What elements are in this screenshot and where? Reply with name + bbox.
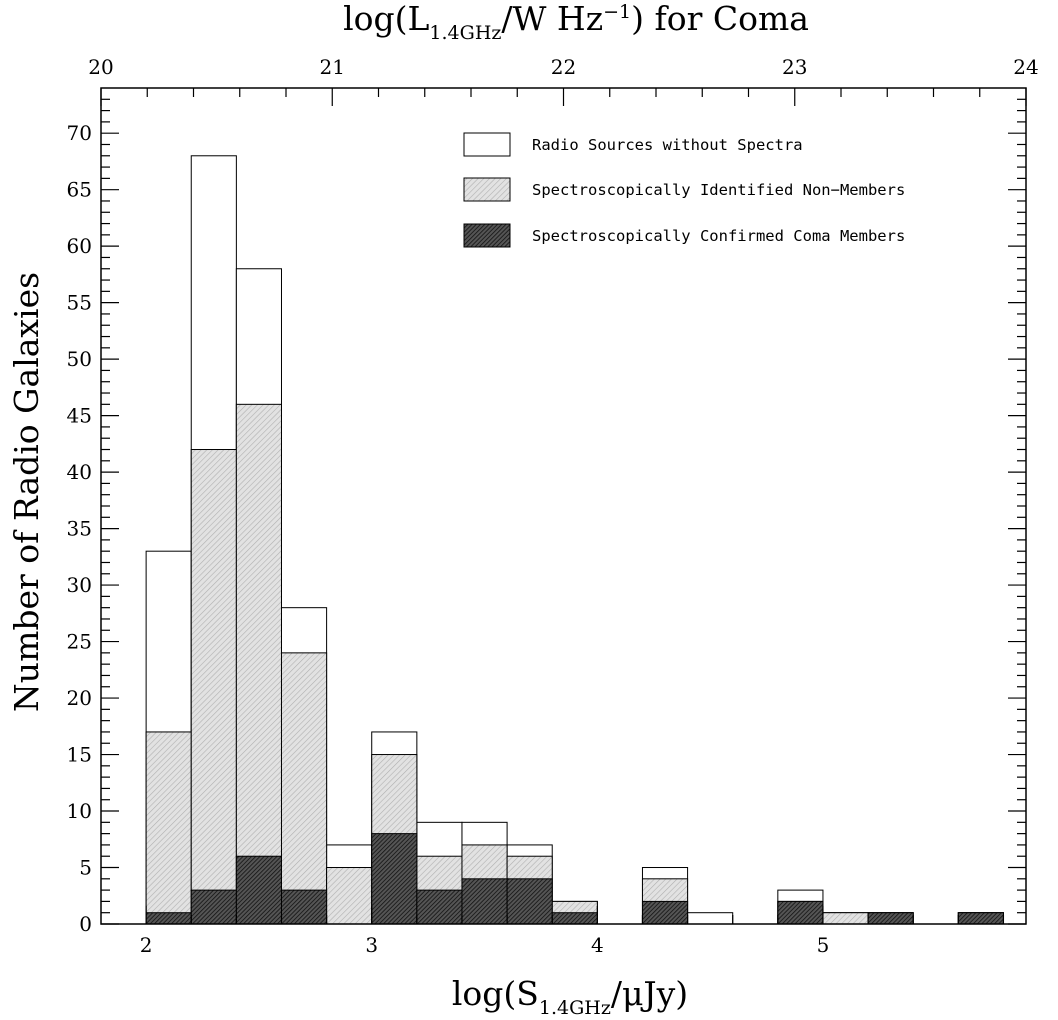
y-tick-label: 15 xyxy=(67,743,92,767)
bar-coma-members xyxy=(957,912,1004,925)
y-tick-label: 50 xyxy=(67,347,92,371)
legend-swatch-no-spectra xyxy=(463,132,511,157)
bar-non-members xyxy=(145,731,192,925)
x-axis-title: log(S1.4GHz/μJy) xyxy=(452,974,688,1019)
legend: Radio Sources without Spectra Spectrosco… xyxy=(463,132,905,248)
y-tick-label: 5 xyxy=(79,856,92,880)
y-tick-label: 35 xyxy=(67,517,92,541)
bar-coma-members xyxy=(190,889,237,925)
y-tick-label: 45 xyxy=(67,404,92,428)
bar-coma-members xyxy=(867,912,914,925)
bar-coma-members xyxy=(461,878,508,925)
bar-non-members xyxy=(822,912,869,925)
y-tick-label: 60 xyxy=(67,234,92,258)
top-x-tick-label: 24 xyxy=(1013,55,1038,79)
legend-label-no-spectra: Radio Sources without Spectra xyxy=(532,136,803,154)
legend-label-non-members: Spectroscopically Identified Non−Members xyxy=(532,181,905,199)
y-tick-label: 30 xyxy=(67,573,92,597)
x-tick-label: 2 xyxy=(140,933,153,957)
bar-coma-members xyxy=(235,855,282,925)
top-x-tick-label: 23 xyxy=(782,55,807,79)
y-tick-label: 40 xyxy=(67,460,92,484)
x-tick-label: 3 xyxy=(365,933,378,957)
bar-non-members xyxy=(326,867,373,925)
top-x-axis-title: log(L1.4GHz/W Hz−1) for Coma xyxy=(343,0,809,44)
bar-no-spectra xyxy=(687,912,734,925)
y-tick-label: 0 xyxy=(79,912,92,936)
series-coma-members-bars xyxy=(145,833,1004,925)
top-x-tick-label: 21 xyxy=(320,55,345,79)
y-tick-label: 10 xyxy=(67,799,92,823)
bar-coma-members xyxy=(145,912,192,925)
y-tick-label: 55 xyxy=(67,291,92,315)
axis-ticks xyxy=(100,88,1027,925)
top-x-tick-label: 22 xyxy=(551,55,576,79)
bar-non-members xyxy=(190,449,237,925)
top-x-tick-label: 20 xyxy=(88,55,113,79)
x-tick-label: 4 xyxy=(591,933,604,957)
bar-coma-members xyxy=(416,889,463,925)
y-axis-title: Number of Radio Galaxies xyxy=(7,272,46,712)
bar-coma-members xyxy=(506,878,553,925)
bar-non-members xyxy=(280,652,328,925)
bar-coma-members xyxy=(371,833,418,925)
x-tick-label: 5 xyxy=(817,933,830,957)
y-tick-label: 20 xyxy=(67,686,92,710)
y-tick-label: 65 xyxy=(67,178,92,202)
bar-non-members xyxy=(235,403,282,925)
legend-swatch-non-members xyxy=(463,177,511,202)
y-tick-label: 25 xyxy=(67,630,92,654)
legend-swatch-coma-members xyxy=(463,223,511,248)
bar-coma-members xyxy=(280,889,328,925)
bar-coma-members xyxy=(777,900,824,925)
bar-coma-members xyxy=(641,900,689,925)
y-tick-label: 70 xyxy=(67,121,92,145)
bar-coma-members xyxy=(551,912,598,925)
legend-label-coma-members: Spectroscopically Confirmed Coma Members xyxy=(532,227,905,245)
series-non-members-bars xyxy=(145,403,1004,925)
